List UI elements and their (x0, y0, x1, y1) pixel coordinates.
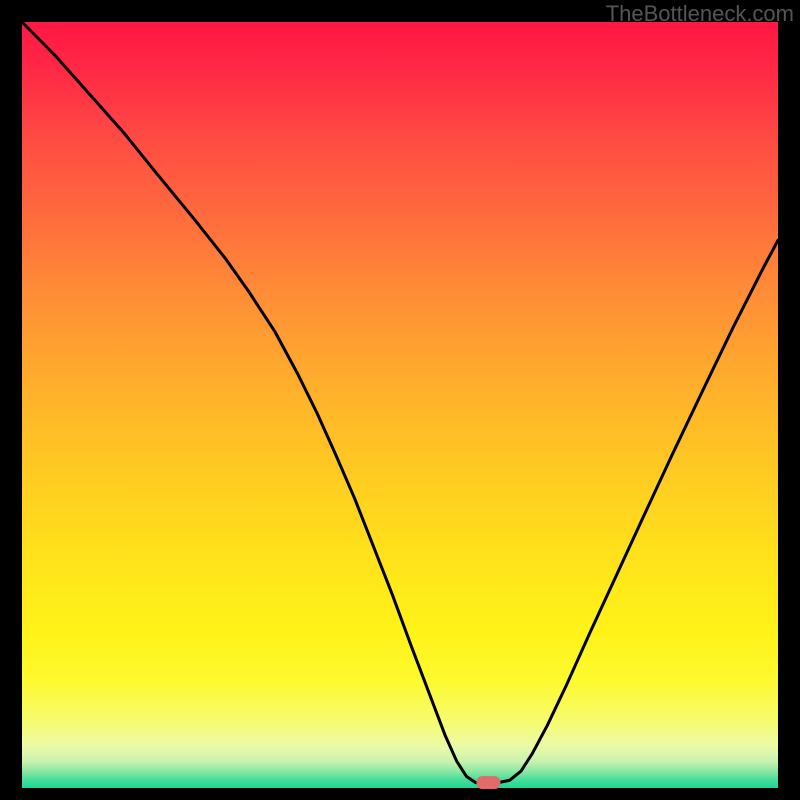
bottleneck-chart: TheBottleneck.com (0, 0, 800, 800)
watermark-text: TheBottleneck.com (606, 1, 794, 27)
optimal-marker (476, 776, 500, 789)
chart-svg (0, 0, 800, 800)
chart-plot-background (22, 22, 778, 788)
